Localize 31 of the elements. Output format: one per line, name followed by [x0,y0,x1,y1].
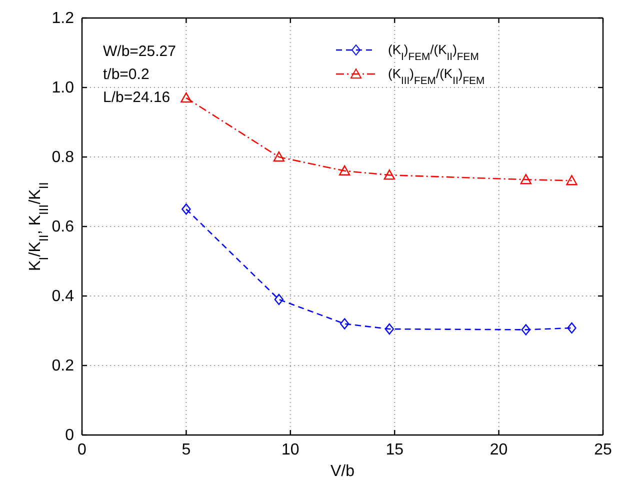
point [520,174,532,184]
y-tick-label: 0 [65,427,74,444]
x-tick-label: 5 [182,441,191,458]
point [384,323,394,335]
x-tick-label: 20 [490,441,508,458]
annotation: W/b=25.27 [103,43,176,60]
annotation: L/b=24.16 [103,89,170,106]
annotation: t/b=0.2 [103,66,150,83]
x-tick-label: 10 [282,441,300,458]
point [180,92,192,103]
x-tick-label: 15 [386,441,404,458]
legend-label: (K$_{III}$)$_{FEM}$/(K$_{II}$)$_{FEM}$ [388,66,485,86]
x-tick-label: 0 [78,441,87,458]
y-tick-label: 0.8 [52,149,74,166]
point [182,204,191,215]
point [340,318,350,330]
point [566,175,578,186]
y-tick-label: 1.2 [52,10,74,28]
x-tick-label: 25 [594,441,612,458]
point [338,165,350,176]
point [567,322,576,334]
y-tick-label: 0.6 [52,218,74,236]
y-tick-label: 0.2 [52,358,74,375]
x-axis-title: V/b [330,463,355,480]
point [274,294,284,306]
point [521,324,530,336]
legend-label: (K$_{I}$)$_{FEM}$/(K$_{II}$)$_{FEM}$ [388,42,479,62]
y-tick-label: 0.4 [52,288,74,306]
point [273,151,285,162]
y-tick-label: 1.0 [52,80,74,97]
point [384,169,395,180]
